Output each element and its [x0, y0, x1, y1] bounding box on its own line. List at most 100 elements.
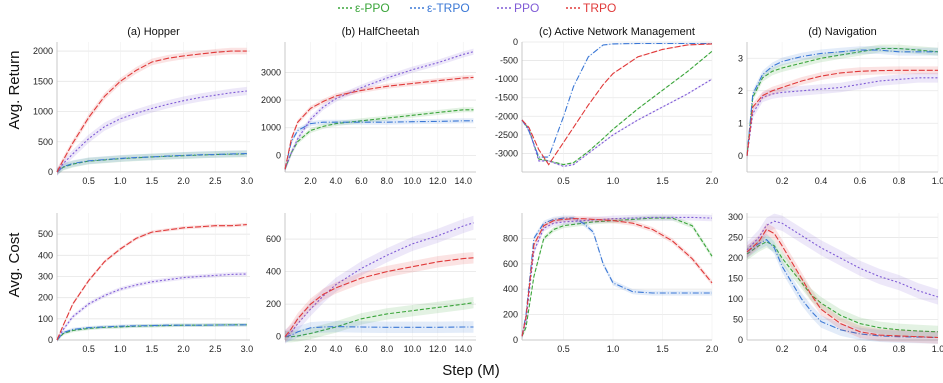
series-band-trpo: [747, 223, 938, 344]
x-tick-label: 1.5: [656, 176, 669, 186]
x-tick-label: 2.5: [209, 344, 222, 354]
panel-4: 0 1 2 3 0.2 0.4 0.6 0.8 1.0 (d) Navigation: [738, 26, 943, 186]
series-band-trpo: [285, 252, 474, 343]
legend: ε-PPO ε-TRPO PPO TRPO: [338, 1, 616, 15]
x-tick-label: 0.6: [854, 176, 867, 186]
series-band-eps_ppo: [285, 107, 474, 172]
legend-item-trpo: TRPO: [566, 1, 616, 15]
series-line-ppo: [521, 78, 713, 167]
series-line-eps_trpo: [746, 238, 939, 339]
y-tick-label: 0: [276, 150, 281, 160]
y-tick-label: 400: [38, 250, 53, 260]
plot-area: [522, 213, 712, 340]
x-tick-label: 1.0: [932, 344, 943, 354]
legend-item-eps_ppo: ε-PPO: [338, 1, 390, 15]
x-tick-label: 0.5: [82, 344, 95, 354]
series-line-eps_ppo: [746, 47, 939, 156]
series-line-trpo: [284, 257, 474, 338]
x-tick-label: 4.0: [330, 176, 343, 186]
x-tick-label: 6.0: [355, 344, 368, 354]
series-band-trpo: [57, 47, 247, 176]
series-line-ppo: [746, 220, 939, 298]
series-line-trpo: [746, 69, 938, 156]
x-tick-label: 1.0: [607, 176, 620, 186]
y-tick-label: 0: [276, 332, 281, 342]
panel-title: (d) Navigation: [808, 26, 876, 38]
plot-area: [522, 42, 712, 172]
x-tick-label: 0.6: [854, 344, 867, 354]
y-tick-label: -3000: [495, 148, 518, 158]
x-tick-label: 12.0: [429, 176, 447, 186]
x-tick-label: 2.0: [304, 344, 317, 354]
plot-area: [747, 213, 938, 340]
x-tick-label: 3.0: [241, 176, 254, 186]
y-tick-label: 400: [266, 267, 281, 277]
legend-label: ε-TRPO: [427, 1, 470, 15]
series-line-eps_ppo: [521, 50, 713, 166]
x-tick-label: 2.0: [177, 176, 190, 186]
legend-label: PPO: [514, 1, 539, 15]
y-tick-label: 500: [38, 137, 53, 147]
x-tick-label: 1.0: [607, 344, 620, 354]
x-tick-label: 6.0: [355, 176, 368, 186]
panel-2: 0 1000 2000 3000 2.0 4.0 6.0 8.0 10.0 12.0 14.0 (b)…: [261, 26, 476, 186]
y-tick-label: 200: [38, 293, 53, 303]
series-band-eps_ppo: [285, 296, 474, 343]
y-tick-label: 2000: [33, 46, 53, 56]
y-tick-label: 500: [38, 229, 53, 239]
series-line-ppo: [56, 90, 247, 173]
x-tick-label: 0.2: [776, 344, 789, 354]
y-tick-label: 100: [38, 314, 53, 324]
x-tick-label: 0.8: [893, 344, 906, 354]
series-line-eps_trpo: [521, 42, 712, 158]
row-label-return: Avg. Return: [6, 51, 23, 130]
series-band-ppo: [57, 86, 247, 177]
y-tick-label: 1: [738, 118, 743, 128]
series-band-ppo: [747, 72, 938, 161]
x-tick-label: 8.0: [381, 344, 394, 354]
x-tick-label: 3.0: [241, 344, 254, 354]
y-tick-label: 3: [738, 53, 743, 63]
y-tick-label: 0: [738, 335, 743, 345]
y-tick-label: -2500: [495, 130, 518, 140]
x-tick-label: 10.0: [404, 176, 422, 186]
series-line-ppo: [56, 273, 247, 341]
series-band-ppo: [285, 48, 474, 173]
y-tick-label: -2000: [495, 111, 518, 121]
legend-item-ppo: PPO: [497, 1, 539, 15]
x-tick-label: 0.4: [815, 176, 828, 186]
series-line-eps_trpo: [284, 326, 474, 338]
plot-area: [285, 213, 476, 340]
y-tick-label: 250: [728, 233, 743, 243]
x-tick-label: 2.0: [177, 344, 190, 354]
y-tick-label: 150: [728, 274, 743, 284]
x-tick-label: 2.5: [209, 176, 222, 186]
y-tick-label: 200: [503, 310, 518, 320]
series-band-eps_trpo: [57, 323, 247, 342]
series-line-ppo: [521, 216, 713, 337]
x-tick-label: 2.0: [706, 344, 719, 354]
series-band-eps_trpo: [747, 233, 938, 344]
y-tick-label: 0: [738, 151, 743, 161]
x-axis-label: Step (M): [442, 362, 500, 379]
series-line-trpo: [56, 224, 247, 341]
x-tick-label: 1.5: [656, 344, 669, 354]
series-line-eps_trpo: [746, 49, 938, 156]
y-tick-label: 600: [266, 234, 281, 244]
y-tick-label: 1500: [33, 76, 53, 86]
panel-3: 0 -500 -1000 -1500 -2000 -2500 -3000 0.5 1.0 1.5 2…: [495, 26, 718, 186]
row-label-cost: Avg. Cost: [6, 232, 23, 298]
x-tick-label: 10.0: [404, 344, 422, 354]
series-band-eps_ppo: [522, 215, 712, 339]
x-tick-label: 2.0: [706, 176, 719, 186]
y-tick-label: 1000: [33, 107, 53, 117]
series-band-eps_trpo: [57, 150, 247, 176]
y-tick-label: 600: [503, 259, 518, 269]
x-tick-label: 0.5: [557, 176, 570, 186]
series-line-trpo: [521, 218, 713, 337]
y-tick-label: 50: [733, 315, 743, 325]
x-tick-label: 4.0: [330, 344, 343, 354]
series-line-eps_trpo: [521, 217, 712, 337]
y-tick-label: 0: [513, 335, 518, 345]
